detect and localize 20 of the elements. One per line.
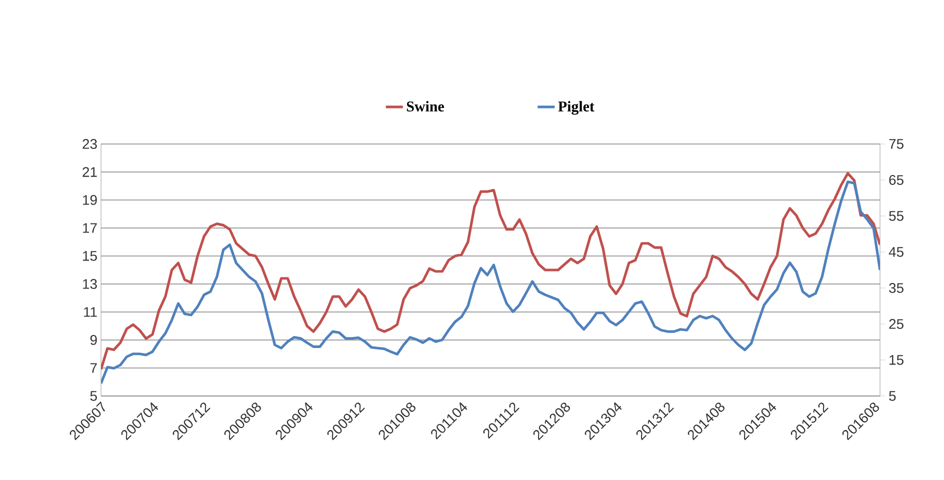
y2-tick-label: 35 [889, 283, 904, 293]
y-tick-label: 5 [90, 391, 97, 401]
y2-tick-label: 65 [889, 175, 904, 185]
y2-tick-label: 5 [889, 391, 896, 401]
y-tick-label: 23 [82, 139, 97, 149]
y-tick-label: 15 [83, 251, 97, 261]
y-tick-label: 11 [84, 307, 97, 317]
y2-tick-label: 15 [890, 355, 904, 365]
y2-tick-label: 55 [889, 211, 904, 221]
y-tick-label: 7 [90, 363, 97, 373]
y-tick-label: 13 [83, 279, 97, 289]
legend-label: Piglet [558, 101, 594, 115]
y-tick-label: 21 [82, 167, 97, 177]
y2-tick-label: 25 [889, 319, 904, 329]
y2-tick-label: 75 [889, 139, 904, 149]
y-tick-label: 17 [83, 223, 97, 233]
y-tick-label: 9 [90, 335, 97, 345]
y2-tick-label: 45 [888, 247, 904, 257]
y-tick-label: 19 [83, 195, 97, 205]
legend-label: Swine [406, 101, 444, 112]
